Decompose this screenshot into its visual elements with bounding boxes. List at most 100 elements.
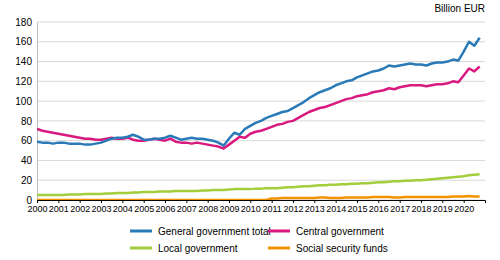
x-tick-label: 2002 — [70, 204, 90, 214]
y-axis-line — [37, 23, 38, 201]
x-tick: 2009 — [219, 200, 239, 214]
x-tick-mark — [250, 200, 251, 203]
plot-area — [37, 38, 480, 200]
x-tick: 2014 — [326, 200, 346, 214]
grid-line — [37, 22, 485, 23]
y-tick-label: 40 — [21, 155, 33, 166]
y-tick-label: 80 — [21, 116, 33, 127]
x-tick: 2020 — [454, 200, 474, 214]
y-axis-title: Billion EUR — [434, 3, 485, 14]
y-tick: 60 — [21, 135, 37, 146]
legend-swatch — [130, 247, 152, 250]
x-tick-mark — [293, 200, 294, 203]
x-tick-label: 2017 — [390, 204, 410, 214]
y-axis: 020406080100120140160180 — [15, 17, 37, 206]
x-tick: 2000 — [27, 200, 47, 214]
series-line — [37, 67, 480, 149]
x-tick-label: 2018 — [411, 204, 431, 214]
x-axis: 2000200120022003200420052006200720082009… — [27, 200, 485, 214]
x-tick-label: 2014 — [326, 204, 346, 214]
x-tick: 2001 — [49, 200, 69, 214]
x-tick: 2017 — [390, 200, 410, 214]
x-tick-label: 2009 — [219, 204, 239, 214]
x-tick-label: 2005 — [134, 204, 154, 214]
x-tick-label: 2010 — [241, 204, 261, 214]
legend-item: Social security funds — [268, 243, 388, 254]
x-tick: 2006 — [155, 200, 175, 214]
x-tick-label: 2004 — [113, 204, 133, 214]
x-tick-mark — [314, 200, 315, 203]
legend-label: General government total — [158, 226, 271, 237]
x-tick: 2004 — [113, 200, 133, 214]
x-tick: 2002 — [70, 200, 90, 214]
y-tick: 100 — [15, 96, 37, 107]
legend-label: Local government — [158, 243, 238, 254]
x-tick-mark — [37, 200, 38, 203]
grid-line — [37, 81, 485, 82]
x-tick: 2015 — [347, 200, 367, 214]
y-tick: 20 — [21, 175, 37, 186]
x-tick-mark — [272, 200, 273, 203]
x-tick: 2012 — [283, 200, 303, 214]
grid-line — [37, 41, 485, 42]
x-tick-label: 2019 — [433, 204, 453, 214]
x-tick: 2007 — [177, 200, 197, 214]
x-tick-label: 2011 — [262, 204, 281, 214]
legend-item: Central government — [268, 226, 384, 237]
x-tick-mark — [442, 200, 443, 203]
x-tick-label: 2015 — [347, 204, 367, 214]
y-tick-label: 140 — [15, 56, 32, 67]
x-tick-label: 2020 — [454, 204, 474, 214]
x-tick-label: 2008 — [198, 204, 218, 214]
y-tick-label: 100 — [15, 96, 32, 107]
series-line — [37, 174, 480, 195]
x-tick-mark — [58, 200, 59, 203]
x-tick-mark — [378, 200, 379, 203]
legend-label: Central government — [296, 226, 384, 237]
x-tick-mark — [464, 200, 465, 203]
x-tick-label: 2003 — [91, 204, 111, 214]
x-tick-mark — [208, 200, 209, 203]
x-tick-mark — [186, 200, 187, 203]
x-tick-label: 2000 — [27, 204, 47, 214]
series-line — [37, 196, 480, 200]
x-tick: 2018 — [411, 200, 431, 214]
x-tick: 2005 — [134, 200, 154, 214]
x-tick-mark — [421, 200, 422, 203]
grid-line — [37, 61, 485, 62]
x-tick-label: 2013 — [305, 204, 325, 214]
x-tick: 2010 — [241, 200, 261, 214]
series-line — [37, 38, 480, 146]
y-tick: 180 — [15, 17, 37, 28]
x-tick-mark — [165, 200, 166, 203]
y-tick-label: 160 — [15, 36, 32, 47]
x-tick-mark — [400, 200, 401, 203]
x-tick: 2011 — [262, 200, 281, 214]
x-tick-mark — [122, 200, 123, 203]
legend-swatch — [268, 230, 290, 233]
x-tick: 2019 — [433, 200, 453, 214]
x-tick: 2008 — [198, 200, 218, 214]
x-tick-mark — [80, 200, 81, 203]
legend-item: General government total — [130, 226, 271, 237]
y-tick: 140 — [15, 56, 37, 67]
y-tick-label: 180 — [15, 17, 32, 28]
y-tick-label: 60 — [21, 135, 33, 146]
grid-line — [37, 160, 485, 161]
x-tick-mark — [144, 200, 145, 203]
y-tick-label: 20 — [21, 175, 33, 186]
x-axis-line — [38, 201, 486, 204]
grid — [37, 22, 485, 200]
x-tick-mark — [101, 200, 102, 203]
x-tick-label: 2001 — [49, 204, 69, 214]
y-tick: 40 — [21, 155, 37, 166]
legend-item: Local government — [130, 243, 238, 254]
x-tick-label: 2016 — [369, 204, 389, 214]
grid-line — [37, 101, 485, 102]
legend: General government total Central governme… — [130, 226, 388, 254]
x-tick-mark — [336, 200, 337, 203]
x-tick-label: 2007 — [177, 204, 197, 214]
legend-label: Social security funds — [296, 243, 388, 254]
y-tick: 80 — [21, 116, 37, 127]
y-tick-label: 120 — [15, 76, 32, 87]
